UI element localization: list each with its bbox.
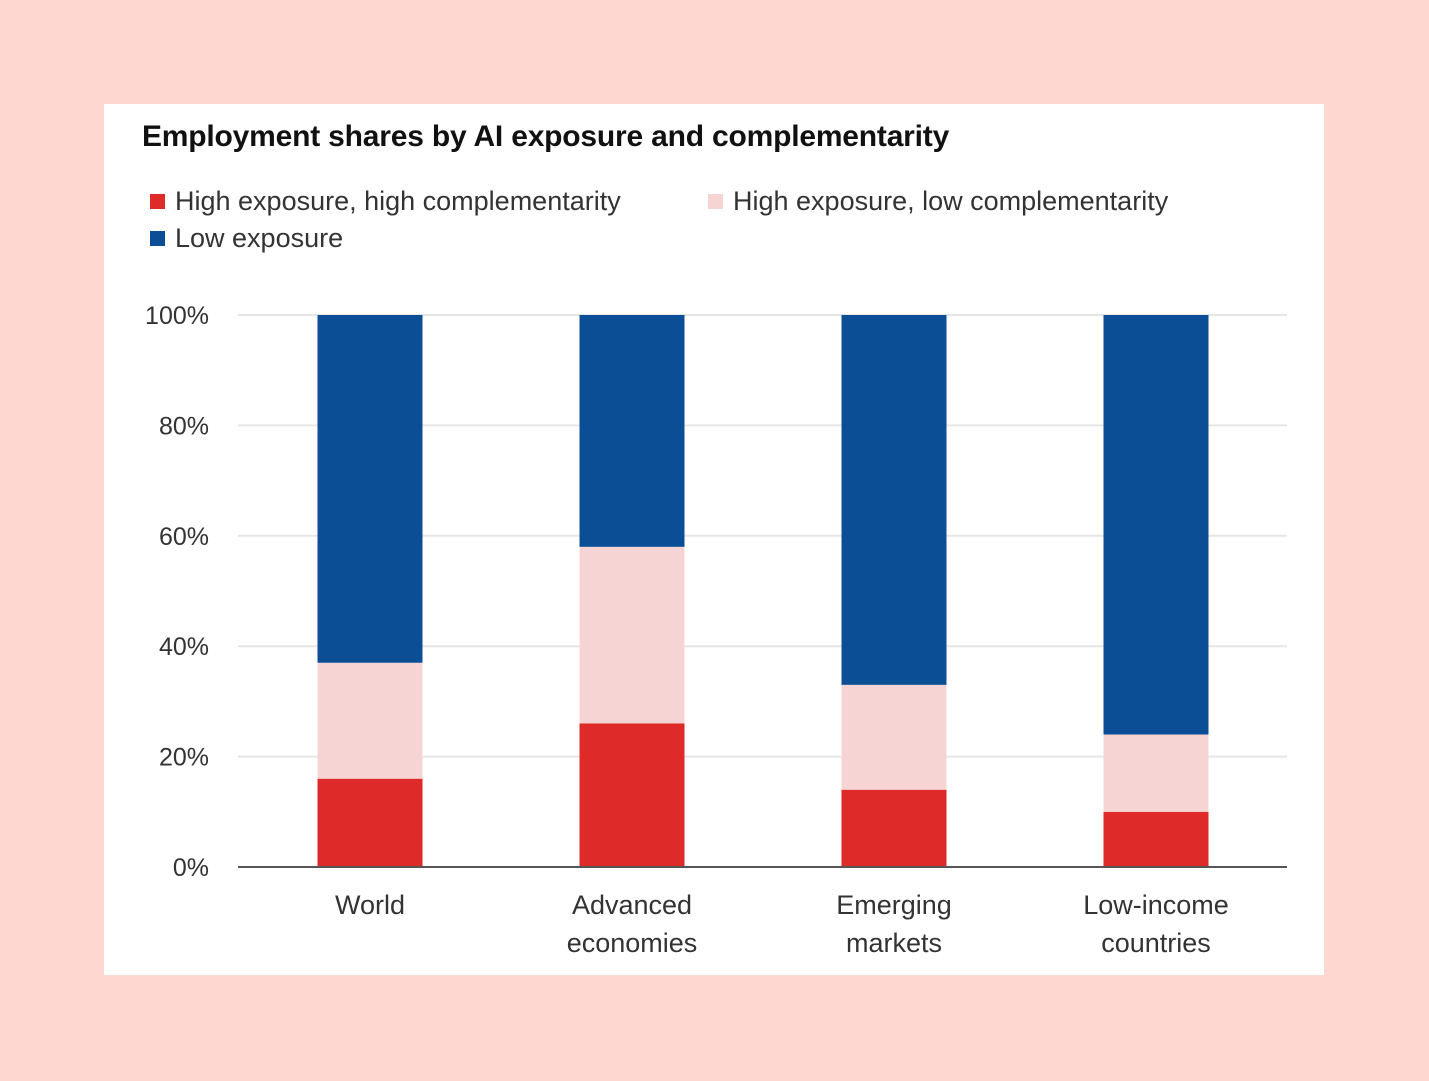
chart-title: Employment shares by AI exposure and com…: [142, 120, 950, 153]
x-tick-label: World: [335, 890, 405, 920]
x-tick-label: Advanced: [572, 890, 692, 920]
legend-item-high-low: High exposure, low complementarity: [708, 186, 1168, 217]
y-tick-label: 60%: [159, 523, 209, 551]
bar-segment: [841, 789, 947, 867]
legend-label-high-low: High exposure, low complementarity: [733, 186, 1169, 216]
bar-segment: [841, 315, 947, 685]
bar-segment: [841, 684, 947, 790]
chart-plot: 0% 20% 40% 60% 80% 100% World Advanced economies…: [145, 302, 1287, 958]
bar-segment: [317, 778, 423, 867]
legend-swatch-high-high: [150, 194, 165, 209]
y-tick-label: 100%: [145, 302, 209, 330]
y-tick-label: 40%: [159, 633, 209, 661]
bar-segment: [1103, 315, 1209, 735]
bar-segment: [317, 662, 423, 779]
x-tick-label: Emerging: [836, 890, 952, 920]
x-tick-label: markets: [846, 928, 942, 958]
bar-segment: [317, 315, 423, 663]
bar-segment: [1103, 734, 1209, 812]
y-tick-label: 20%: [159, 744, 209, 772]
y-tick-label: 0%: [173, 854, 209, 882]
legend-swatch-high-low: [708, 194, 723, 209]
x-tick-label: Low-income: [1083, 890, 1229, 920]
bar-segment: [579, 546, 685, 724]
legend-item-high-high: High exposure, high complementarity: [150, 186, 621, 217]
legend-item-low: Low exposure: [150, 223, 343, 254]
x-tick-label: economies: [567, 928, 698, 958]
x-tick-label: countries: [1101, 928, 1211, 958]
legend-label-low: Low exposure: [175, 223, 344, 253]
y-tick-label: 80%: [159, 412, 209, 440]
legend-swatch-low: [150, 231, 165, 246]
chart-card: Employment shares by AI exposure and com…: [104, 104, 1324, 975]
bar-segment: [579, 315, 685, 547]
bar-segment: [1103, 811, 1209, 867]
legend-label-high-high: High exposure, high complementarity: [175, 186, 621, 216]
bar-segment: [579, 723, 685, 867]
